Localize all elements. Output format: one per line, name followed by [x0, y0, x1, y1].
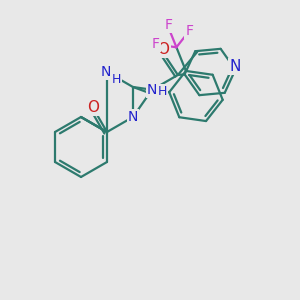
- Text: N: N: [100, 65, 111, 79]
- Text: N: N: [230, 59, 241, 74]
- Text: O: O: [158, 42, 169, 57]
- Text: H: H: [158, 85, 167, 98]
- Text: N: N: [147, 83, 157, 97]
- Text: F: F: [185, 24, 194, 38]
- Text: F: F: [165, 18, 172, 32]
- Text: F: F: [152, 37, 160, 51]
- Text: O: O: [88, 100, 100, 115]
- Text: H: H: [111, 73, 121, 86]
- Text: N: N: [128, 110, 138, 124]
